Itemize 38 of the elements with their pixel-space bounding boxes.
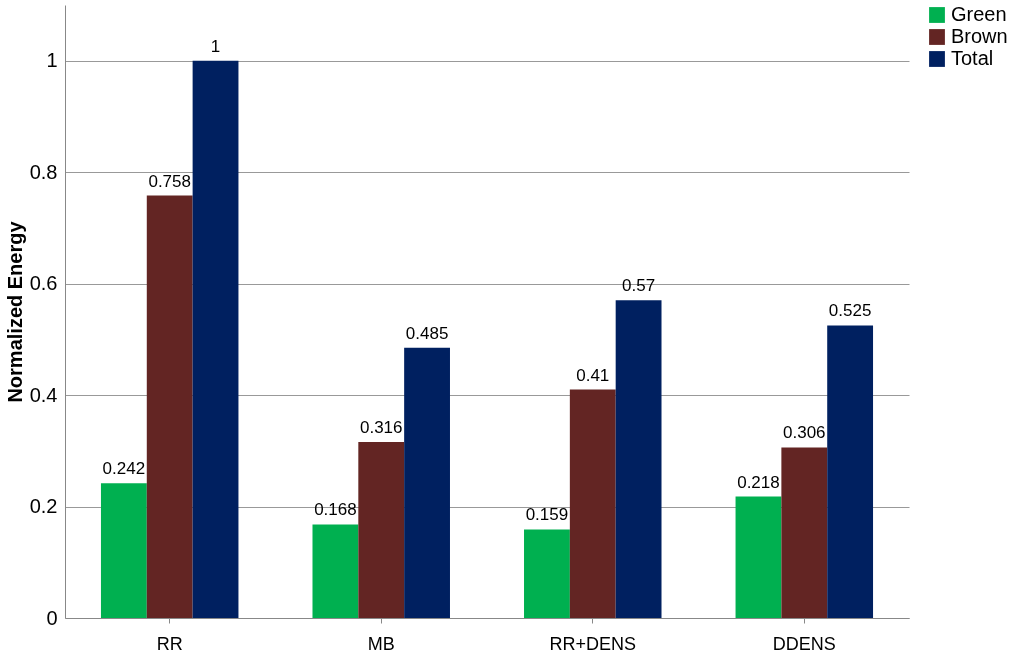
data-label: 1 bbox=[210, 36, 221, 56]
x-tick-label: DDENS bbox=[772, 633, 836, 654]
bar bbox=[146, 195, 193, 618]
bar bbox=[404, 347, 450, 618]
bar bbox=[358, 441, 405, 618]
bar bbox=[827, 325, 874, 618]
y-tick-label: 0.2 bbox=[29, 495, 58, 518]
data-label: 0.316 bbox=[359, 417, 403, 437]
legend-label: Green bbox=[951, 3, 1007, 25]
data-label: 0.159 bbox=[525, 505, 569, 525]
data-label: 0.525 bbox=[828, 301, 872, 321]
y-tick-label: 0.4 bbox=[29, 383, 58, 406]
data-label: 0.57 bbox=[622, 276, 656, 296]
data-label: 0.168 bbox=[314, 500, 357, 520]
y-tick-label: 0.6 bbox=[29, 272, 58, 295]
legend-label: Total bbox=[951, 47, 994, 69]
y-tick-label: 1 bbox=[46, 49, 58, 72]
bar bbox=[100, 483, 147, 618]
data-label: 0.306 bbox=[783, 423, 826, 443]
data-label: 0.218 bbox=[737, 472, 780, 492]
x-tick-label: RR+DENS bbox=[549, 633, 637, 654]
data-label: 0.242 bbox=[102, 459, 146, 479]
x-tick-label: MB bbox=[367, 633, 395, 654]
data-label: 0.758 bbox=[148, 171, 191, 191]
legend-label: Brown bbox=[951, 25, 1008, 47]
y-tick-label: 0.8 bbox=[29, 160, 58, 183]
data-label: 0.41 bbox=[576, 365, 610, 385]
bar bbox=[615, 300, 662, 618]
bar bbox=[735, 496, 782, 618]
bar bbox=[192, 60, 239, 618]
y-axis-title: Normalized Energy bbox=[3, 220, 26, 403]
bar bbox=[312, 524, 359, 618]
y-tick-label: 0 bbox=[46, 606, 58, 629]
bar bbox=[524, 529, 570, 618]
x-tick-label: RR bbox=[156, 633, 183, 654]
bar bbox=[569, 389, 616, 618]
bar bbox=[781, 447, 828, 618]
data-label: 0.485 bbox=[405, 323, 449, 343]
